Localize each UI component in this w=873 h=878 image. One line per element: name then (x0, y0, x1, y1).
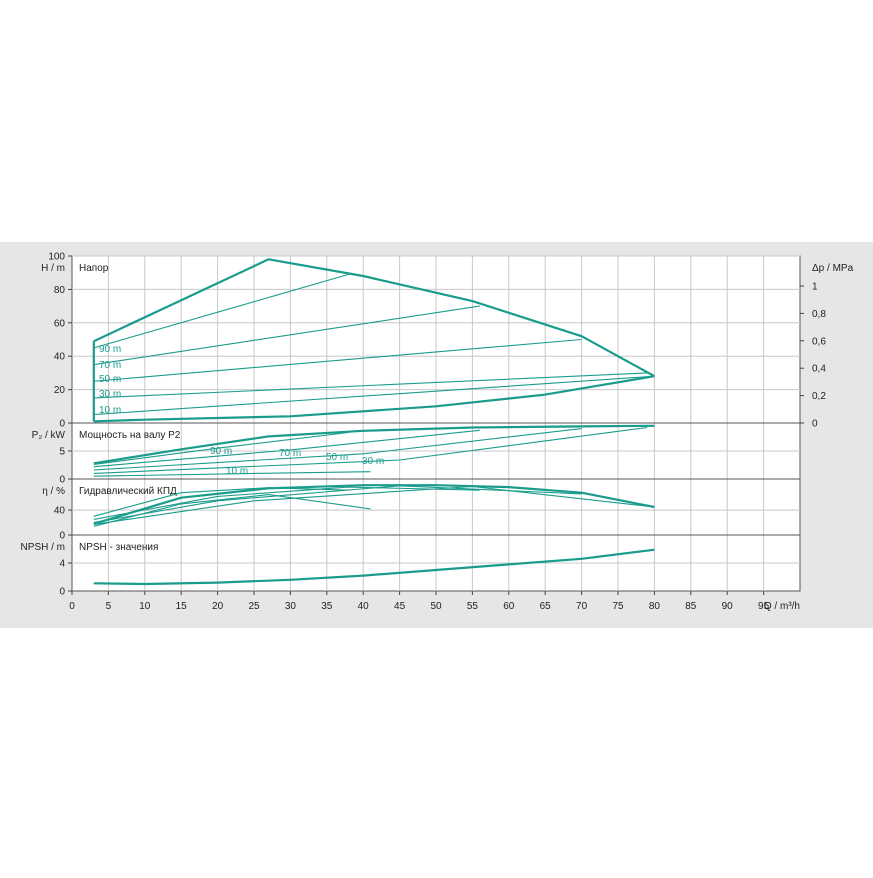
x-tick-label: 5 (106, 601, 112, 612)
y-tick-label: 0 (59, 531, 65, 542)
x-tick-label: 80 (649, 601, 661, 612)
x-tick-label: 70 (576, 601, 588, 612)
x-tick-label: 60 (503, 601, 515, 612)
y-axis-label: NPSH / m (21, 542, 65, 553)
curve-label: 50 m (99, 374, 121, 385)
x-tick-label: 0 (69, 601, 75, 612)
curve-label: 10 m (226, 466, 248, 477)
y-right-tick-label: 0 (812, 419, 818, 430)
y-tick-label: 0 (59, 419, 65, 430)
panel-title: NPSH - значения (79, 542, 158, 553)
x-tick-label: 55 (467, 601, 479, 612)
series-curve (93, 494, 371, 527)
y-axis-label: η / % (42, 486, 65, 497)
series-curve (93, 431, 349, 465)
y-tick-label: 40 (54, 352, 66, 363)
curve-label: 50 m (326, 452, 348, 463)
y-tick-label: 100 (48, 252, 65, 263)
curve-label: 10 m (99, 405, 121, 416)
x-tick-label: 15 (176, 601, 188, 612)
curve-label: 90 m (99, 344, 121, 355)
curve-label: 90 m (210, 446, 232, 457)
x-tick-label: 65 (540, 601, 552, 612)
x-tick-label: 95 (758, 601, 770, 612)
y-right-tick-label: 0,2 (812, 391, 826, 402)
panel-title: Напор (79, 263, 109, 274)
series-curve (93, 338, 582, 382)
curve-label: 70 m (99, 360, 121, 371)
panel-title: Мощность на валу P2 (79, 430, 181, 441)
y-tick-label: 40 (54, 506, 66, 517)
x-tick-label: 85 (685, 601, 697, 612)
x-tick-label: 25 (248, 601, 260, 612)
envelope-curve (93, 258, 655, 378)
series-curve (93, 487, 349, 517)
series-curve (93, 471, 371, 477)
curve-label: 70 m (279, 448, 301, 459)
x-tick-label: 20 (212, 601, 224, 612)
x-tick-label: 75 (612, 601, 624, 612)
series-curve (93, 485, 582, 524)
y-axis-label: H / m (41, 263, 65, 274)
y-right-axis-label: Δp / MPa (812, 263, 854, 274)
series-curve (93, 372, 648, 399)
y-tick-label: 0 (59, 587, 65, 598)
series-curve (93, 426, 648, 474)
envelope-curve (93, 484, 655, 525)
x-tick-label: 40 (358, 601, 370, 612)
series-curve (93, 486, 480, 520)
series-curve (93, 428, 582, 471)
y-tick-label: 60 (54, 318, 66, 329)
series-curve (93, 548, 655, 586)
envelope-curve (93, 375, 655, 423)
envelope-curve (93, 424, 655, 465)
series-curve (93, 273, 349, 349)
y-tick-label: 80 (54, 285, 66, 296)
y-right-tick-label: 0,6 (812, 336, 826, 347)
curve-label: 30 m (362, 456, 384, 467)
y-right-tick-label: 0,8 (812, 309, 826, 320)
x-tick-label: 45 (394, 601, 406, 612)
y-tick-label: 5 (59, 447, 65, 458)
x-tick-label: 30 (285, 601, 297, 612)
x-tick-label: 35 (321, 601, 333, 612)
y-axis-label: P₂ / kW (32, 430, 66, 441)
y-right-tick-label: 0,4 (812, 364, 826, 375)
y-right-tick-label: 1 (812, 282, 818, 293)
y-tick-label: 20 (54, 385, 66, 396)
x-tick-label: 90 (722, 601, 734, 612)
curve-label: 30 m (99, 389, 121, 400)
x-tick-label: 50 (430, 601, 442, 612)
series-curve (93, 375, 655, 416)
panel-title: Гидравлический КПД (79, 486, 177, 497)
series-curve (93, 429, 480, 468)
x-tick-label: 10 (139, 601, 151, 612)
series-curve (93, 485, 655, 525)
y-tick-label: 0 (59, 475, 65, 486)
x-axis-label: Q / m³/h (764, 601, 800, 612)
y-tick-label: 4 (59, 559, 65, 570)
series-curve (93, 305, 480, 366)
